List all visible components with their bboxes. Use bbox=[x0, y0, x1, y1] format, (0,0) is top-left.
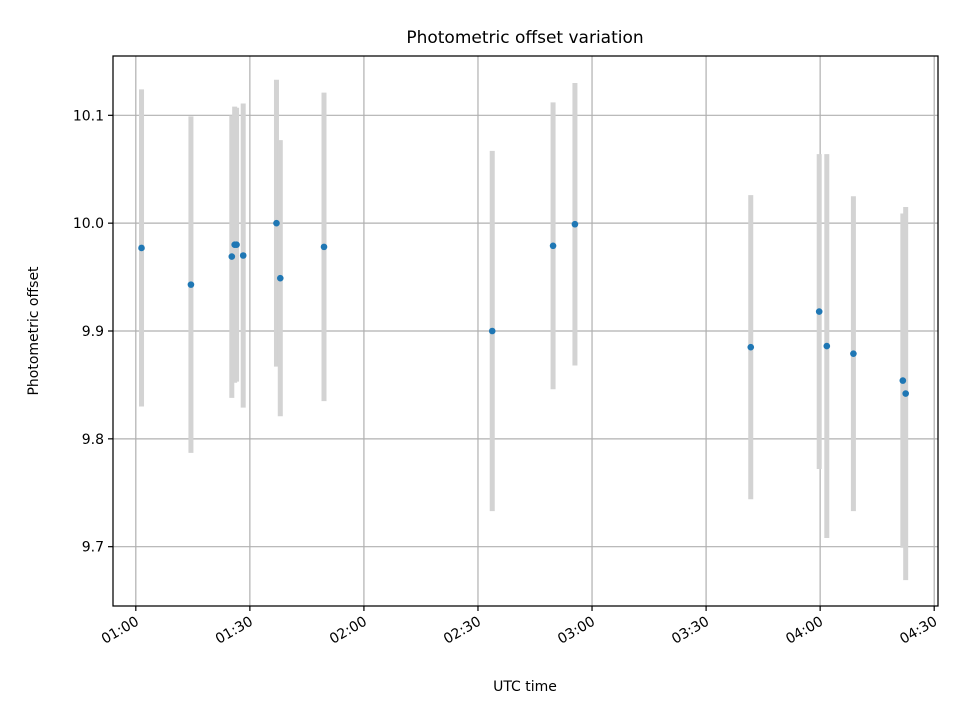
chart-title: Photometric offset variation bbox=[406, 28, 643, 48]
data-point bbox=[902, 390, 909, 397]
data-point bbox=[320, 243, 328, 251]
x-axis-label: UTC time bbox=[493, 679, 557, 695]
y-tick-label: 10.0 bbox=[73, 216, 104, 232]
y-axis-label: Photometric offset bbox=[26, 266, 42, 396]
data-point bbox=[276, 274, 284, 282]
data-point bbox=[899, 377, 907, 384]
data-point bbox=[571, 220, 579, 228]
data-point bbox=[823, 342, 831, 350]
data-point bbox=[187, 281, 195, 288]
data-point bbox=[138, 244, 145, 252]
data-point bbox=[747, 343, 755, 351]
data-point bbox=[273, 219, 280, 227]
data-point bbox=[233, 241, 240, 249]
data-point bbox=[239, 252, 247, 259]
y-axis-ticks: 9.7 9.8 9.9 10.0 10.1 bbox=[73, 108, 113, 556]
data-point bbox=[488, 327, 496, 335]
data-point bbox=[228, 253, 236, 260]
data-points bbox=[138, 219, 909, 397]
data-point bbox=[549, 242, 557, 250]
y-tick-label: 9.7 bbox=[82, 540, 104, 556]
data-point bbox=[815, 308, 823, 315]
y-tick-label: 10.1 bbox=[73, 108, 104, 124]
data-point bbox=[850, 350, 857, 357]
y-tick-label: 9.8 bbox=[82, 432, 104, 448]
grid-lines bbox=[113, 56, 938, 606]
y-tick-label: 9.9 bbox=[82, 324, 104, 340]
